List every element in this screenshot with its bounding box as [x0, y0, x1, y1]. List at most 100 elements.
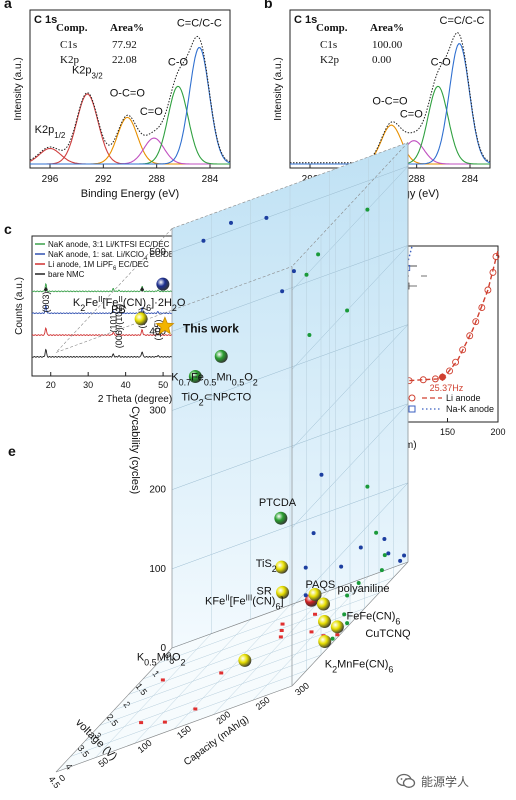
box-edge — [291, 561, 409, 687]
point-label: PAQS — [306, 579, 336, 591]
x-tick-label: 2 — [121, 700, 132, 710]
table-header: Area% — [370, 22, 404, 34]
table-cell: 77.92 — [112, 39, 137, 51]
x-tick-label: 288 — [408, 174, 425, 185]
peak-label: O-C=O — [372, 95, 408, 107]
peak-label: C=O — [400, 108, 423, 120]
wall-projection — [345, 308, 350, 313]
chart-title: C 1s — [294, 14, 317, 26]
peak-label: O-C=O — [110, 88, 146, 100]
sphere-marker — [275, 560, 289, 574]
table-cell: K2p — [320, 54, 339, 66]
z-tick-label: 0 — [160, 643, 166, 654]
box-edge — [55, 266, 293, 353]
floor-projection — [335, 633, 340, 637]
sphere-marker — [156, 277, 170, 291]
peak-label: C=C/C-C — [177, 18, 222, 30]
data-point — [419, 376, 427, 384]
legend-entry: NaK anode, 3:1 Li/KTFSI EC/DEC — [48, 240, 170, 249]
x-tick-label: 30 — [83, 380, 93, 390]
wall-projection — [382, 553, 387, 558]
wall-projection — [365, 207, 370, 212]
component-peak — [30, 137, 230, 165]
hkl-label: (003) — [41, 291, 51, 312]
wall-projection — [316, 252, 321, 257]
component-peak — [30, 47, 231, 165]
point-label: KFeII[FeIII(CN)6] — [205, 593, 284, 612]
data-point — [452, 358, 460, 366]
peak-label: K2p3/2 — [72, 64, 103, 80]
wall-projection — [303, 565, 308, 570]
table-cell: 22.08 — [112, 54, 137, 66]
y-axis-label: Counts (a.u.) — [14, 277, 25, 335]
wall-projection — [382, 536, 387, 541]
wall-projection — [304, 272, 309, 277]
sphere-marker — [317, 597, 330, 611]
floor-projection — [309, 630, 314, 634]
sphere-marker — [274, 511, 288, 525]
table-header: Comp. — [56, 22, 88, 34]
x-tick-label: 200 — [490, 427, 505, 437]
freq-marker — [438, 373, 447, 382]
point-label: K2MnFe(CN)6 — [325, 659, 394, 675]
x-tick-label: 292 — [95, 174, 112, 185]
legend-entry: Li anode — [446, 393, 481, 403]
box-edge — [291, 142, 409, 267]
y-tick-label: 300 — [293, 680, 311, 697]
x-axis-label: Binding Energy (eV) — [81, 188, 179, 200]
z-axis-label: Cycability (cycles) — [129, 406, 141, 494]
sphere-marker — [134, 312, 148, 326]
y-axis-label: Intensity (a.u.) — [273, 57, 284, 120]
table-cell: 100.00 — [372, 39, 403, 51]
floor-projection — [139, 721, 144, 725]
data-point — [484, 286, 492, 294]
wall-projection — [358, 545, 363, 550]
diamond-marker — [140, 287, 145, 292]
legend-entry: Na-K anode — [446, 404, 494, 414]
point-label: CuTCNQ — [365, 628, 411, 640]
panel-letter: e — [8, 443, 16, 459]
x-tick-label: 40 — [121, 380, 131, 390]
table-header: Comp. — [316, 22, 348, 34]
point-label: PTCDA — [259, 497, 297, 509]
z-tick-label: 500 — [149, 247, 166, 258]
wall-projection — [339, 564, 344, 569]
wall-projection — [342, 612, 347, 617]
y-tick-label: 50 — [96, 755, 110, 769]
point-label: FeFe(CN)6 — [347, 611, 401, 627]
watermark: 能源学人 — [396, 768, 508, 794]
data-point — [478, 304, 486, 312]
legend-entry: bare NMC — [48, 270, 85, 279]
x-tick-label: 284 — [462, 174, 479, 185]
panel-letter: c — [4, 221, 12, 237]
sphere-marker — [318, 615, 332, 629]
peak-label: C-O — [431, 57, 452, 69]
floor-projection — [280, 622, 285, 626]
floor-projection — [278, 635, 283, 639]
peak-label: C=C/C-C — [440, 15, 485, 27]
table-cell: C1s — [320, 39, 337, 51]
floor-projection — [193, 707, 198, 711]
box-edge — [55, 228, 173, 353]
x-axis-label: 2 Theta (degree) — [98, 394, 172, 405]
wall-projection — [201, 238, 206, 243]
point-label: polyaniline — [338, 583, 390, 595]
x-tick-label: 50 — [158, 380, 168, 390]
box-edge — [171, 142, 409, 229]
wall-projection — [365, 484, 370, 489]
wall-projection — [311, 531, 316, 536]
sphere-marker — [330, 620, 344, 634]
wall-projection — [374, 530, 379, 535]
legend-marker — [408, 394, 416, 402]
table-header: Area% — [110, 22, 144, 34]
watermark-text: 能源学人 — [421, 774, 470, 789]
z-tick-label: 400 — [149, 326, 166, 337]
wall-projection — [345, 621, 350, 626]
wall-projection — [229, 220, 233, 225]
table-cell: K2p — [60, 54, 79, 66]
box-edge — [171, 561, 409, 649]
point-label: K2FeII[FeII(CN)6]·2H2O — [73, 295, 186, 314]
x-tick-label: 3 — [92, 731, 103, 741]
x-tick-label: 20 — [46, 380, 56, 390]
wall-projection — [307, 332, 312, 337]
